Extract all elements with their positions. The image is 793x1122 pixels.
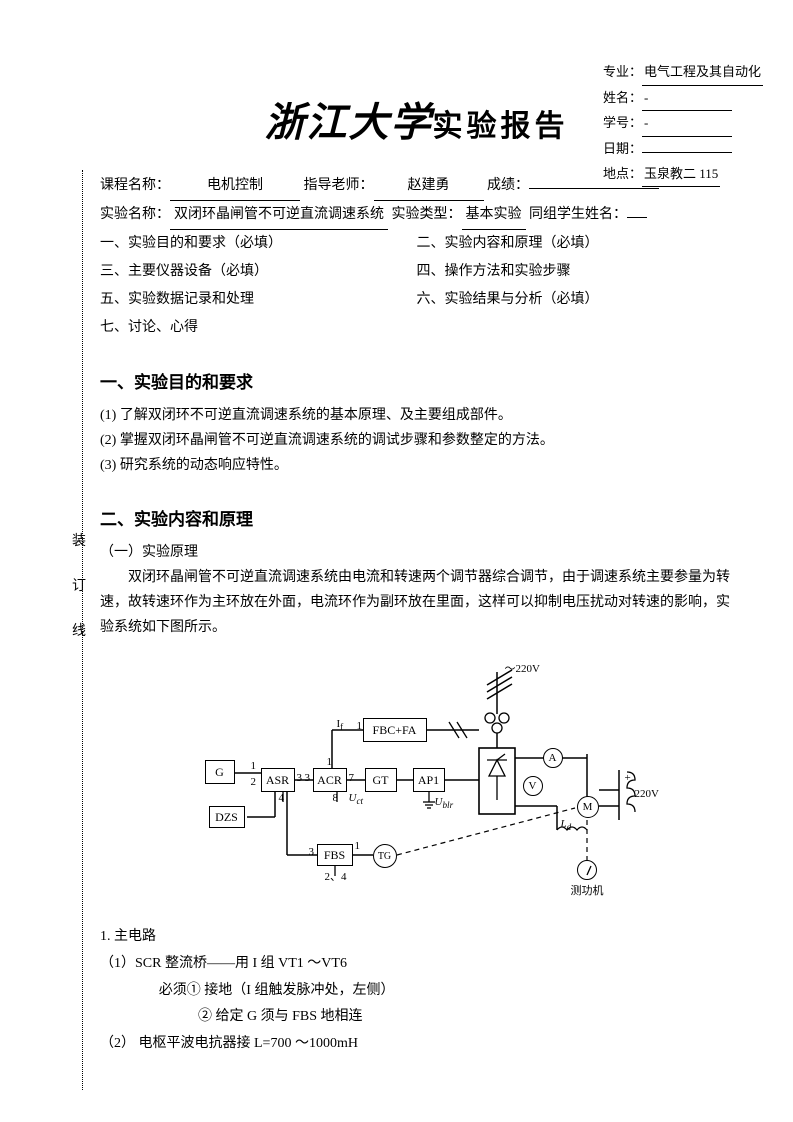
section1-title: 一、实验目的和要求 [100,368,733,393]
box-g: G [205,760,235,784]
sec-item-3: 三、主要仪器设备（必填） [100,258,417,286]
pin-acr-7: 7 [349,772,355,784]
place-value: 玉泉教二 115 [642,162,720,188]
exp-type-label: 实验类型： [392,207,462,222]
university-name: 浙江大学 [265,100,433,145]
sec2-para: 双闭环晶闸管不可逆直流调速系统由电流和转速两个调节器综合调节，由于调速系统主要参… [100,565,733,641]
binding-char-3: 线 [72,610,86,655]
sec1-p2: (2) 掌握双闭环晶闸管不可逆直流调速系统的调试步骤和参数整定的方法。 [100,428,733,453]
sec-item-4: 四、操作方法和实验步骤 [417,258,734,286]
pin-asr-2: 2 [251,776,257,788]
pin-fbs-3: 3 [309,846,315,858]
binding-char-1: 装 [72,520,86,565]
bt-3: 必须① 接地（I 组触发脉冲处，左侧） [100,978,733,1005]
section-list: 一、实验目的和要求（必填） 二、实验内容和原理（必填） 三、主要仪器设备（必填）… [100,230,733,342]
date-value [642,152,732,153]
sec-item-7: 七、讨论、心得 [100,314,733,342]
date-label: 日期： [603,141,642,156]
major-value: 电气工程及其自动化 [642,60,763,86]
pin-asr-3: 3 [297,772,303,784]
id-value: - [642,111,732,137]
pin-fbs-1: 1 [355,840,361,852]
box-fbcfa: FBC+FA [363,718,427,742]
label-plus: + [625,772,631,784]
sec2-sub1: （一）实验原理 [100,540,733,565]
binding-label: 装 订 线 [72,520,86,654]
circuit-diagram: ～220V 220V + G ASR ACR GT AP1 DZS FBC+FA… [187,660,647,910]
teacher-label: 指导老师： [304,178,374,193]
label-if: If [337,718,344,732]
name-label: 姓名： [603,90,642,105]
label-ublr: Ublr [435,796,454,810]
label-ld: Ld [561,818,572,832]
pin-asr-4: 4 [279,792,285,804]
sec-item-6: 六、实验结果与分析（必填） [417,286,734,314]
pin-acr-8: 8 [333,792,339,804]
binding-char-2: 订 [72,565,86,610]
course-label: 课程名称： [100,178,170,193]
sec1-p1: (1) 了解双闭环不可逆直流调速系统的基本原理、及主要组成部件。 [100,403,733,428]
report-title: 实验报告 [433,110,569,143]
bt-4: ② 给定 G 须与 FBS 地相连 [100,1004,733,1031]
box-asr: ASR [261,768,295,792]
sec-item-2: 二、实验内容和原理（必填） [417,230,734,258]
header-info: 专业：电气工程及其自动化 姓名： - 学号： - 日期： 地点：玉泉教二 115 [603,60,763,187]
section1-body: (1) 了解双闭环不可逆直流调速系统的基本原理、及主要组成部件。 (2) 掌握双… [100,403,733,479]
partner-label: 同组学生姓名： [529,207,627,222]
bt-2: （1）SCR 整流桥——用 I 组 VT1 ～VT6 [100,951,733,978]
section2-title: 二、实验内容和原理 [100,505,733,530]
pin-acr-1: 1 [327,756,333,768]
label-dynamometer: 测功机 [571,882,604,898]
bt-5: （2） 电枢平波电抗器接 L=700 ～1000mH [100,1031,733,1058]
exp-name-value: 双闭环晶闸管不可逆直流调速系统 [170,201,388,230]
score-value [529,188,659,189]
section2-body: （一）实验原理 双闭环晶闸管不可逆直流调速系统由电流和转速两个调节器综合调节，由… [100,540,733,641]
label-uct: Uct [349,792,364,806]
label-220v-top: ～220V [505,660,540,676]
partner-value [627,217,647,218]
box-dzs: DZS [209,806,245,828]
score-label: 成绩： [487,178,529,193]
bt-1: 1. 主电路 [100,924,733,951]
box-gt: GT [365,768,397,792]
teacher-value: 赵建勇 [374,172,484,201]
name-value: - [642,86,732,112]
motor-m: M [577,796,599,818]
pin-asr-1: 1 [251,760,257,772]
sec-item-5: 五、实验数据记录和处理 [100,286,417,314]
sec1-p3: (3) 研究系统的动态响应特性。 [100,453,733,478]
exp-type-value: 基本实验 [462,201,526,230]
bottom-text: 1. 主电路 （1）SCR 整流桥——用 I 组 VT1 ～VT6 必须① 接地… [100,924,733,1057]
id-label: 学号： [603,115,642,130]
meter-a: A [543,748,563,768]
pin-fbc-1: 1 [357,720,363,732]
box-acr: ACR [313,768,347,792]
course-value: 电机控制 [170,172,300,201]
exp-name-label: 实验名称： [100,207,170,222]
meter-v: V [523,776,543,796]
tachogenerator-tg: TG [373,844,397,868]
dynamometer-icon [577,860,597,880]
place-label: 地点： [603,166,642,181]
sec-item-1: 一、实验目的和要求（必填） [100,230,417,258]
pin-fbs-24: 2、4 [325,868,347,884]
major-label: 专业： [603,64,642,79]
label-220v-right: 220V [635,788,659,800]
box-ap1: AP1 [413,768,445,792]
box-fbs: FBS [317,844,353,866]
pin-acr-3: 3 [305,772,311,784]
